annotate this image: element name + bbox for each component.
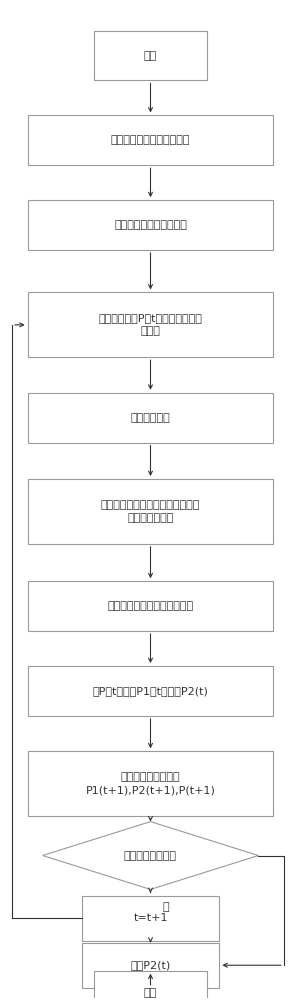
FancyBboxPatch shape (28, 666, 273, 716)
Text: 形成当前种群P（t）所有个体的连
通网络: 形成当前种群P（t）所有个体的连 通网络 (98, 313, 203, 336)
FancyBboxPatch shape (94, 31, 207, 80)
Text: 计算更新后个体所对应整理网架的
投资、供电能力: 计算更新后个体所对应整理网架的 投资、供电能力 (101, 500, 200, 523)
Text: 由P（t）形成P1（t）以及P2(t): 由P（t）形成P1（t）以及P2(t) (93, 686, 208, 696)
Text: t=t+1: t=t+1 (133, 913, 168, 923)
Text: 否: 否 (163, 902, 169, 912)
Text: 输出P2(t): 输出P2(t) (130, 960, 171, 970)
Text: 收敛条件是否满足: 收敛条件是否满足 (124, 851, 177, 861)
Text: 分层进化，以此形成
P1(t+1),P2(t+1),P(t+1): 分层进化，以此形成 P1(t+1),P2(t+1),P(t+1) (85, 772, 216, 795)
FancyBboxPatch shape (28, 479, 273, 544)
Text: 联合编码，形成初始种群: 联合编码，形成初始种群 (114, 220, 187, 230)
FancyBboxPatch shape (82, 896, 219, 941)
FancyBboxPatch shape (28, 751, 273, 816)
Text: 结束: 结束 (144, 988, 157, 998)
FancyBboxPatch shape (28, 200, 273, 250)
Text: 开始: 开始 (144, 51, 157, 61)
FancyBboxPatch shape (82, 943, 219, 988)
FancyBboxPatch shape (28, 581, 273, 631)
FancyBboxPatch shape (94, 971, 207, 1000)
Text: 计算各分区网架供电能力之和: 计算各分区网架供电能力之和 (107, 601, 194, 611)
Text: 给定算法参数、计算条件等: 给定算法参数、计算条件等 (111, 135, 190, 145)
FancyBboxPatch shape (28, 292, 273, 357)
FancyBboxPatch shape (28, 115, 273, 165)
Polygon shape (43, 822, 258, 889)
FancyBboxPatch shape (28, 393, 273, 443)
Text: 更新个体编码: 更新个体编码 (131, 413, 170, 423)
